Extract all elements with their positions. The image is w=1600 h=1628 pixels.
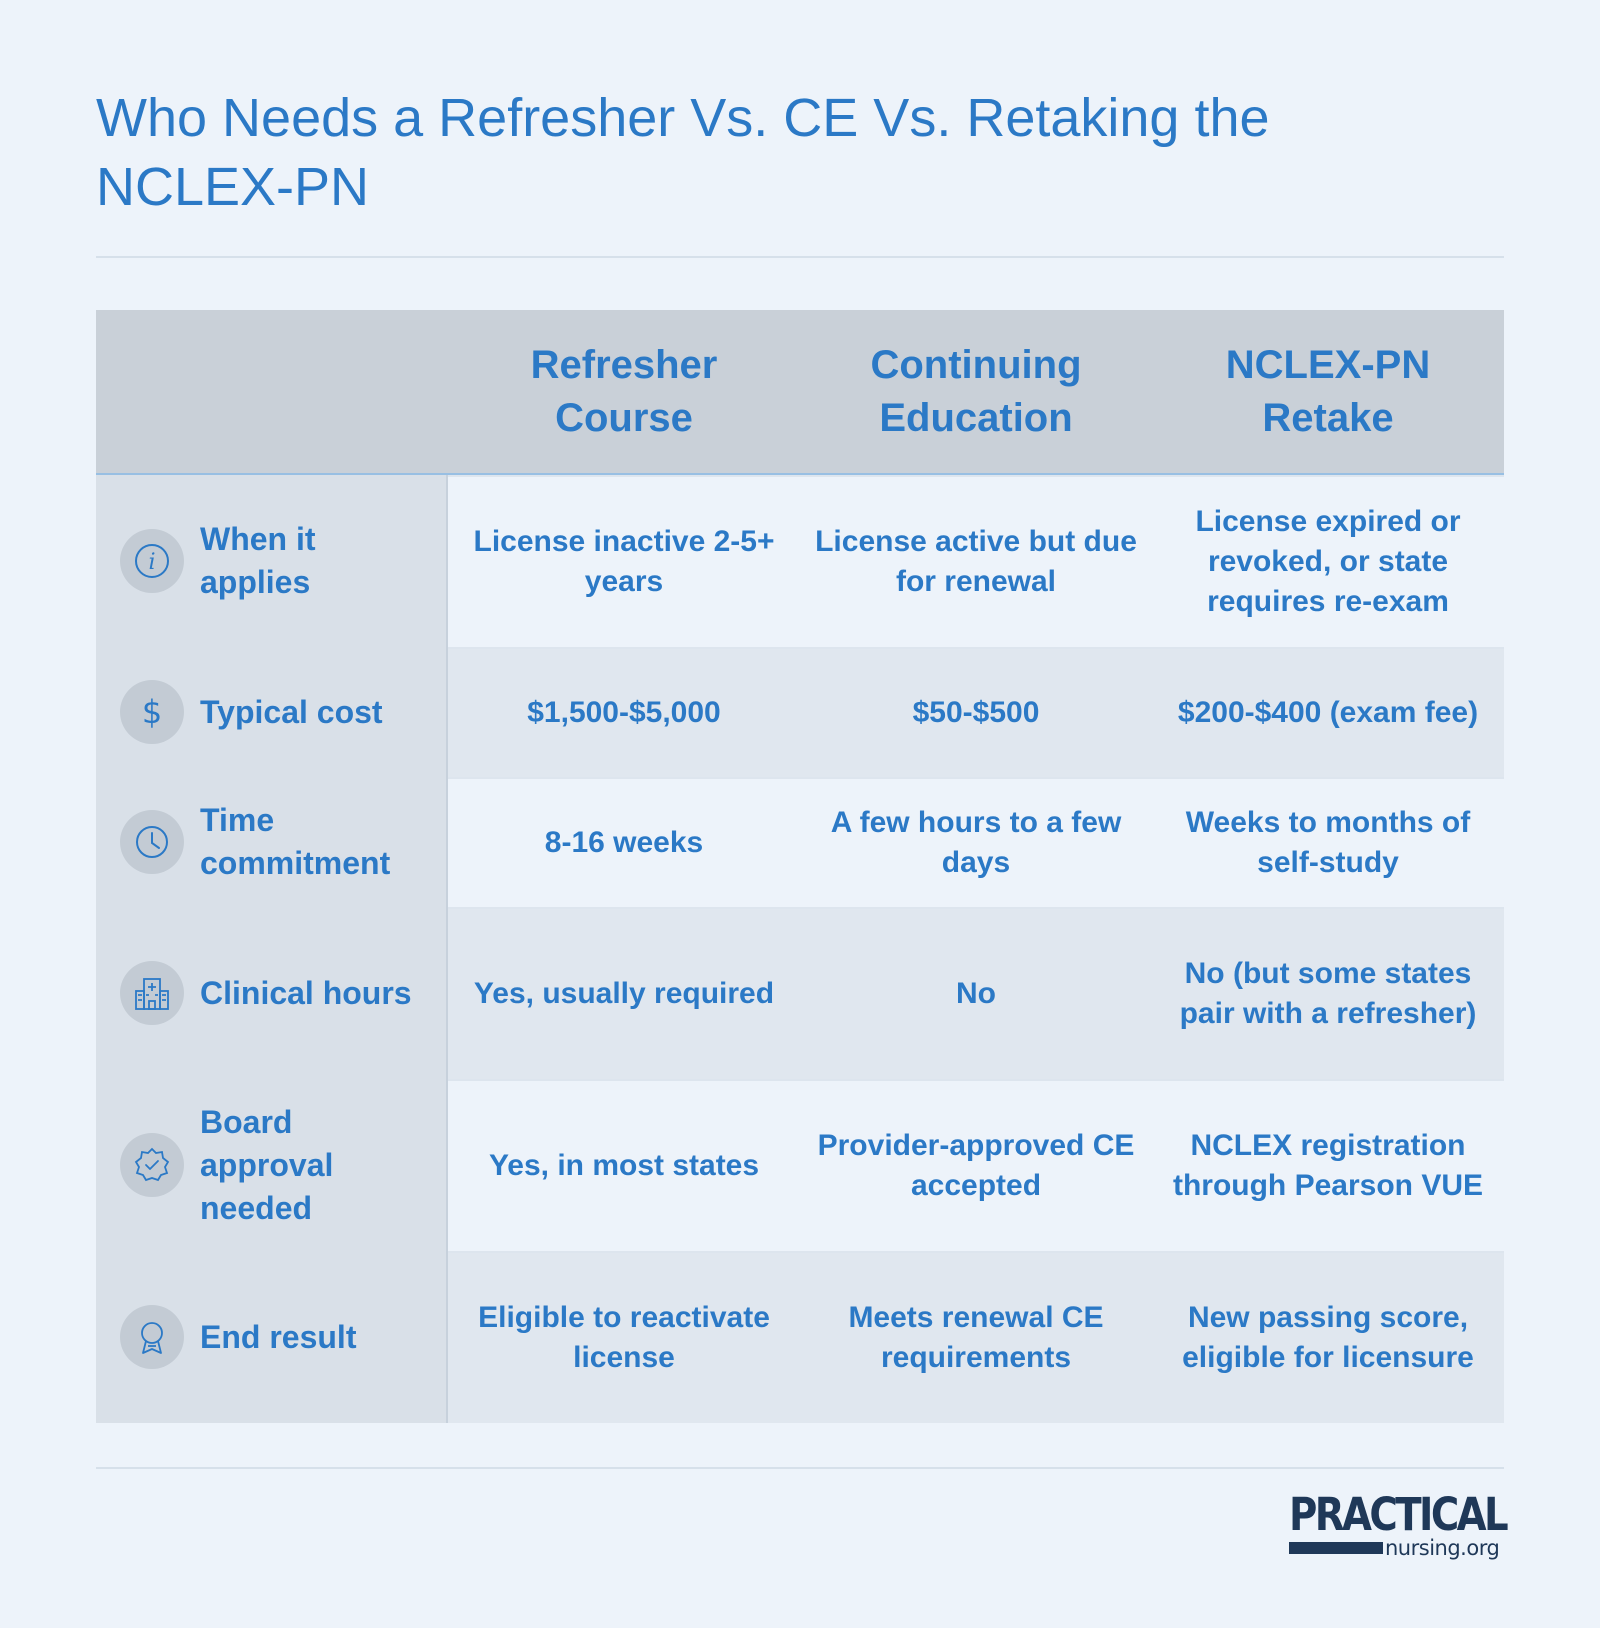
table-cell: License active but due for renewal: [800, 477, 1152, 647]
row-label: i When it applies: [96, 475, 448, 647]
table-cell: Yes, in most states: [448, 1081, 800, 1251]
row-label-text: Clinical hours: [200, 974, 412, 1011]
table-row: End result Eligible to reactivate licens…: [96, 1251, 1504, 1423]
row-label: End result: [96, 1251, 448, 1423]
svg-text:i: i: [148, 550, 155, 575]
svg-text:$: $: [142, 693, 162, 731]
row-label-text: End result: [200, 1318, 357, 1355]
comparison-table: Refresher Course Continuing Education NC…: [96, 310, 1504, 1423]
row-label-text: Time commitment: [200, 802, 391, 881]
row-label-text: Typical cost: [200, 693, 383, 730]
table-row: $ Typical cost $1,500-$5,000 $50-$500 $2…: [96, 647, 1504, 777]
info-icon: i: [120, 529, 184, 593]
row-label-text: When it applies: [200, 521, 316, 600]
row-label: Clinical hours: [96, 907, 448, 1079]
header-corner: [96, 310, 448, 473]
badge-check-icon: [120, 1133, 184, 1197]
logo-main-text: PRACTICAL: [1289, 1488, 1509, 1541]
table-cell: Meets renewal CE requirements: [800, 1253, 1152, 1423]
table-cell: Eligible to reactivate license: [448, 1253, 800, 1423]
table-header: Refresher Course Continuing Education NC…: [96, 310, 1504, 475]
table-cell: A few hours to a few days: [800, 779, 1152, 907]
table-cell: No: [800, 909, 1152, 1079]
row-label: Time commitment: [96, 777, 448, 907]
table-cell: $1,500-$5,000: [448, 649, 800, 777]
table-cell: New passing score, eligible for licensur…: [1152, 1253, 1504, 1423]
table-cell: License inactive 2-5+ years: [448, 477, 800, 647]
table-cell: Weeks to months of self-study: [1152, 779, 1504, 907]
column-header-nclex: NCLEX-PN Retake: [1225, 342, 1431, 440]
table-row: Time commitment 8-16 weeks A few hours t…: [96, 777, 1504, 907]
table-cell: $200-$400 (exam fee): [1152, 649, 1504, 777]
logo-bar: [1289, 1542, 1383, 1554]
column-header-ce: Continuing Education: [870, 342, 1082, 440]
row-label: Board approval needed: [96, 1079, 448, 1251]
top-divider: [96, 256, 1504, 258]
hospital-icon: [120, 961, 184, 1025]
row-label: $ Typical cost: [96, 647, 448, 777]
clock-icon: [120, 810, 184, 874]
page-title: Who Needs a Refresher Vs. CE Vs. Retakin…: [96, 88, 1270, 217]
table-cell: 8-16 weeks: [448, 779, 800, 907]
table-cell: No (but some states pair with a refreshe…: [1152, 909, 1504, 1079]
table-cell: Provider-approved CE accepted: [800, 1081, 1152, 1251]
row-label-text: Board approval needed: [200, 1103, 334, 1226]
table-cell: License expired or revoked, or state req…: [1152, 477, 1504, 647]
table-row: i When it applies License inactive 2-5+ …: [96, 475, 1504, 647]
table-cell: Yes, usually required: [448, 909, 800, 1079]
practicalnursing-logo: PRACTICAL nursing.org: [1289, 1488, 1509, 1562]
bottom-divider: [96, 1467, 1504, 1469]
award-ribbon-icon: [120, 1305, 184, 1369]
logo-sub-text: nursing.org: [1385, 1536, 1500, 1560]
table-cell: NCLEX registration through Pearson VUE: [1152, 1081, 1504, 1251]
table-row: Board approval needed Yes, in most state…: [96, 1079, 1504, 1251]
table-cell: $50-$500: [800, 649, 1152, 777]
column-header-refresher: Refresher Course: [530, 342, 718, 440]
dollar-icon: $: [120, 680, 184, 744]
table-row: Clinical hours Yes, usually required No …: [96, 907, 1504, 1079]
